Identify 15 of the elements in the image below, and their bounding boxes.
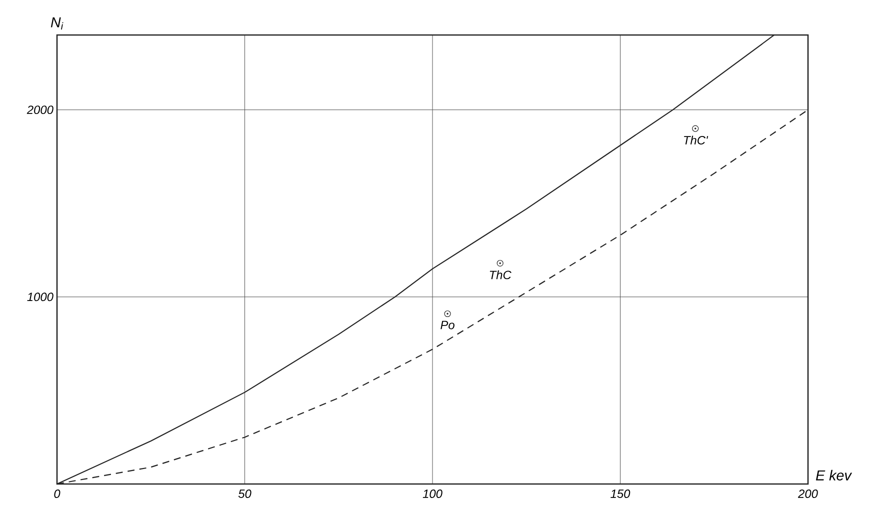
point xyxy=(496,260,504,267)
x-axis-title: E kev xyxy=(816,470,852,480)
y-tick-label: 2000 xyxy=(26,106,54,114)
x-tick-label: 100 xyxy=(422,490,442,498)
annotation: ThC xyxy=(490,270,512,280)
point xyxy=(692,125,699,132)
y-axis-title: N$_{i}$ xyxy=(50,17,64,30)
annotation: ThC' xyxy=(684,136,708,144)
x-tick-label: 0 xyxy=(54,490,60,498)
y-tick-label: 1000 xyxy=(27,292,54,302)
point xyxy=(444,310,451,318)
x-tick-label: 150 xyxy=(610,490,630,498)
annotation: Po xyxy=(440,320,454,330)
x-tick-label: 200 xyxy=(798,490,818,498)
x-tick-label: 50 xyxy=(238,490,252,498)
